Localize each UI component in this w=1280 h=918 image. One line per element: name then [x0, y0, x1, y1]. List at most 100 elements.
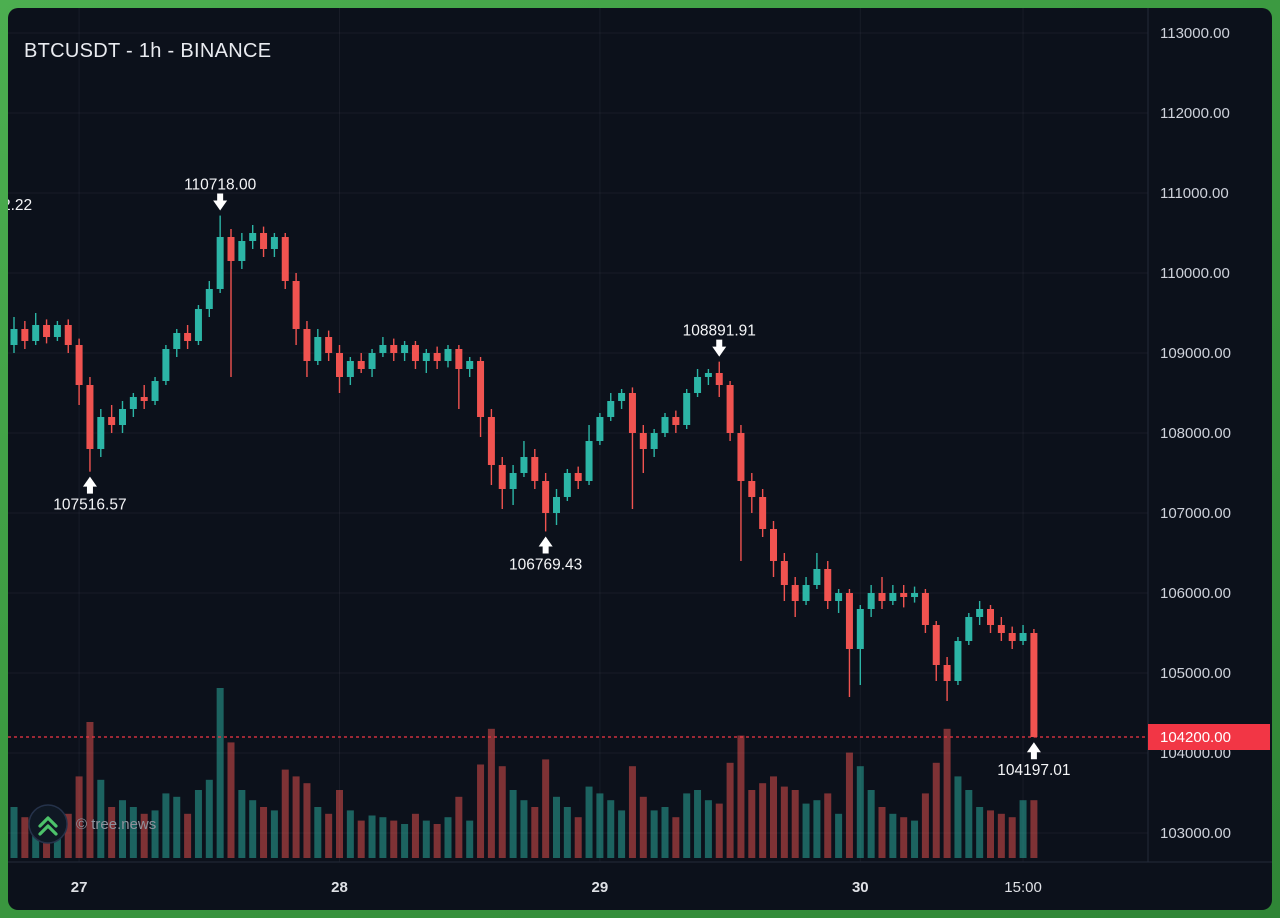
annotation-label: 106769.43: [509, 556, 582, 573]
time-axis[interactable]: 27 28 29 30 15:00: [71, 879, 1042, 896]
volume-bar: [97, 779, 105, 858]
volume-bar: [694, 790, 702, 858]
volume-bar: [509, 790, 517, 858]
candle-body: [108, 417, 116, 425]
price-tick-label: 109000.00: [1160, 345, 1231, 362]
candle-body: [553, 497, 560, 513]
volume-bar: [770, 776, 777, 858]
watermark: © tree.news: [28, 804, 156, 844]
price-tick-label: 107000.00: [1160, 505, 1231, 522]
candle-body: [987, 609, 994, 625]
candle-body: [1030, 633, 1038, 737]
volume-bar: [618, 810, 626, 858]
candle-body: [509, 473, 517, 489]
candle-body: [639, 433, 647, 449]
price-tick-label: 111000.00: [1160, 185, 1229, 202]
volume-bar: [824, 793, 832, 858]
volume-bar: [791, 790, 799, 858]
volume-bar: [943, 728, 951, 858]
candle-body: [704, 373, 712, 377]
candle-body: [227, 237, 235, 261]
volume-bar: [466, 820, 474, 858]
chart-title: BTCUSDT - 1h - BINANCE: [24, 40, 272, 62]
volume-bar: [194, 790, 202, 858]
candle-body: [1019, 633, 1027, 641]
candle-body: [303, 329, 311, 361]
volume-bar: [10, 807, 18, 858]
candle-body: [563, 473, 571, 497]
candle-body: [542, 481, 550, 513]
candle-body: [411, 345, 419, 361]
volume-bar: [129, 807, 137, 858]
volume-bar: [140, 813, 148, 858]
candle-body: [249, 233, 257, 241]
candle-body: [715, 373, 723, 385]
volume-bar: [531, 807, 539, 858]
candle-body: [824, 569, 832, 601]
candle-body: [53, 325, 61, 337]
candle-body: [281, 237, 289, 281]
time-label: 29: [592, 879, 609, 896]
volume-bar: [932, 762, 940, 858]
candle-body: [911, 593, 919, 597]
volume-bar: [173, 796, 181, 858]
candle-body: [314, 337, 322, 361]
candle-body: [726, 385, 734, 433]
volume-bar: [748, 790, 756, 858]
annotations: 110718.00 107516.57 106769.43 108891.91 1041…: [8, 177, 1071, 780]
candle-body: [672, 417, 680, 425]
candle-body: [346, 361, 354, 377]
candle-body: [628, 393, 636, 433]
volume-bar: [661, 807, 669, 858]
candle-body: [997, 625, 1005, 633]
volume-bar: [542, 759, 550, 858]
current-price-label: 104200.00: [1160, 729, 1231, 746]
candle-body: [119, 409, 126, 425]
candle-body: [205, 289, 213, 309]
volume-bar: [856, 766, 864, 858]
volume-bar: [108, 807, 116, 858]
candle-body: [813, 569, 821, 585]
arrow-down-icon: [712, 339, 727, 357]
volume-bar: [64, 813, 72, 858]
volume-bar: [596, 793, 604, 858]
candle-body: [943, 665, 951, 681]
price-axis[interactable]: 113000.00 112000.00 111000.00 110000.00 1090…: [1148, 25, 1270, 842]
time-label: 15:00: [1004, 879, 1042, 896]
volume-bar: [520, 800, 528, 858]
volume-bar: [976, 807, 984, 858]
annotation-label: 107516.57: [53, 497, 126, 514]
price-tick-label: 108000.00: [1160, 425, 1231, 442]
candle-body: [184, 333, 192, 341]
grid: [8, 8, 1148, 862]
candle-body: [43, 325, 51, 337]
candle-body: [477, 361, 485, 417]
price-tick-label: 110000.00: [1160, 265, 1230, 282]
annotation-label: 108891.91: [683, 323, 756, 340]
volume-bar: [270, 810, 278, 858]
tree-news-logo-icon: [28, 804, 68, 844]
time-label: 30: [852, 879, 869, 896]
candle-body: [835, 593, 843, 601]
candle-body: [498, 465, 506, 489]
volume-bar: [1030, 800, 1038, 858]
volume-bar: [249, 800, 257, 858]
volume-bar: [455, 796, 463, 858]
chart-canvas[interactable]: 110718.00 107516.57 106769.43 108891.91 1041…: [8, 8, 1272, 910]
candle-body: [878, 593, 886, 601]
volume-bar: [1019, 800, 1027, 858]
volume-bar: [21, 817, 29, 858]
candle-body: [401, 345, 409, 353]
volume-bar: [368, 815, 376, 858]
price-tick-label: 105000.00: [1160, 665, 1231, 682]
volume-bar: [813, 800, 821, 858]
volume-bar: [325, 813, 333, 858]
candle-body: [661, 417, 669, 433]
chart-panel: 110718.00 107516.57 106769.43 108891.91 1041…: [8, 8, 1272, 910]
candle-body: [455, 349, 463, 369]
volume-bar: [954, 776, 962, 858]
candle-body: [466, 361, 474, 369]
volume-bar: [357, 820, 365, 858]
candle-body: [129, 397, 137, 409]
